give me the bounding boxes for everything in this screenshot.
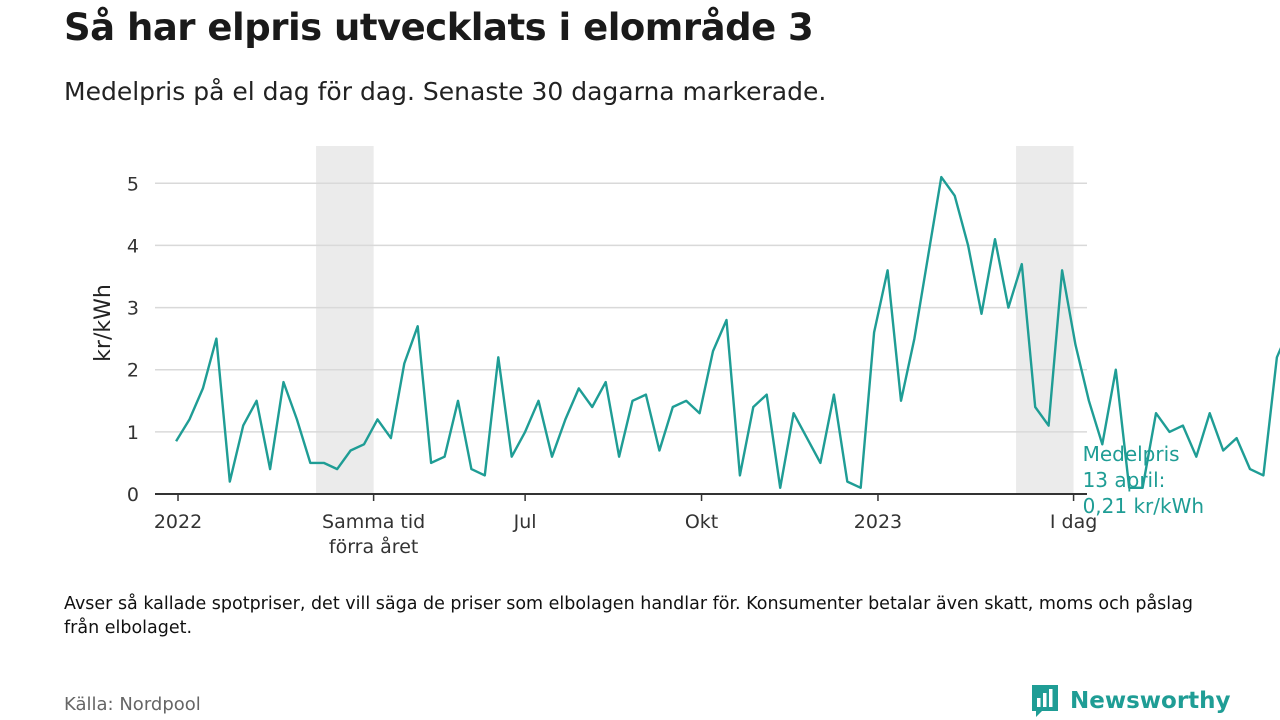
newsworthy-icon: [1032, 685, 1058, 717]
x-tick-label-5: 2023: [854, 511, 902, 533]
highlight-band-1: [316, 146, 374, 494]
footnote: Avser så kallade spotpriser, det vill sä…: [64, 594, 1193, 638]
y-tick-label-5: 5: [127, 173, 139, 195]
annotation-line-1: Medelpris: [1083, 442, 1180, 466]
source-label: Källa: Nordpool: [64, 694, 201, 715]
newsworthy-logo[interactable]: Newsworthy: [1030, 683, 1231, 719]
x-tick-label-4: Okt: [685, 511, 718, 533]
highlight-band-2: [1016, 146, 1074, 494]
gridlines: [155, 182, 1087, 433]
y-tick-label-0: 0: [127, 484, 139, 506]
x-tick-label-3: Jul: [513, 511, 537, 533]
series-line-medelpris: [175, 175, 1280, 489]
highlight-bands: [316, 146, 1074, 494]
brand-name: Newsworthy: [1070, 688, 1231, 714]
x-tick-label-1: 2022: [154, 511, 202, 533]
chart-subtitle: Medelpris på el dag för dag. Senaste 30 …: [64, 77, 827, 106]
annotation-line-3: 0,21 kr/kWh: [1083, 494, 1204, 518]
y-tick-label-3: 3: [127, 298, 139, 320]
y-axis-ticks: 0 1 2 3 4 5: [127, 173, 139, 506]
chart-title: Så har elpris utvecklats i elområde 3: [64, 6, 814, 49]
y-tick-label-4: 4: [127, 235, 139, 257]
y-axis-label: kr/kWh: [91, 284, 116, 362]
x-tick-label-6: I dag: [1050, 511, 1097, 533]
y-tick-label-2: 2: [127, 360, 139, 382]
annotation-line-2: 13 april:: [1083, 468, 1166, 492]
y-tick-label-1: 1: [127, 422, 139, 444]
x-axis: 2022 Samma tid förra året Jul Okt 2023 I dag: [154, 493, 1097, 558]
series-layer: [175, 175, 1280, 489]
x-tick-label-2: Samma tid förra året: [322, 511, 425, 558]
